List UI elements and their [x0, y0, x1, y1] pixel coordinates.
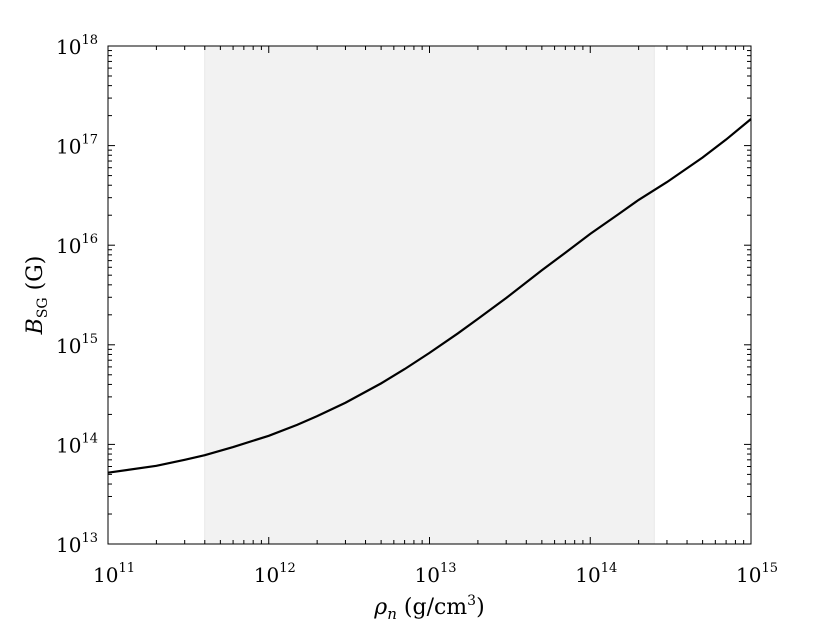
x-tick-label: 1011	[93, 561, 135, 587]
x-tick-label-exponent: 11	[118, 561, 135, 576]
y-tick-label-exponent: 18	[81, 33, 98, 48]
x-axis-subscript: n	[387, 605, 397, 623]
y-tick-label-exponent: 15	[81, 332, 98, 347]
x-axis-symbol: ρ	[373, 595, 387, 620]
y-tick-label: 1017	[56, 133, 98, 159]
x-tick-label-base: 10	[575, 563, 600, 587]
y-tick-label-exponent: 14	[81, 431, 98, 446]
x-tick-label-base: 10	[93, 563, 118, 587]
x-axis-unit-sup: 3	[467, 593, 476, 609]
x-tick-label: 1012	[254, 561, 296, 587]
y-tick-label: 1014	[56, 431, 98, 457]
plot-frame	[107, 45, 752, 545]
y-tick-label-base: 10	[56, 334, 81, 358]
y-axis-subscript: SG	[35, 297, 51, 318]
y-tick-label: 1018	[56, 33, 98, 59]
y-tick-label-base: 10	[56, 433, 81, 457]
y-axis-symbol: B	[23, 318, 48, 335]
y-tick-label: 1016	[56, 232, 98, 258]
x-tick-label-exponent: 13	[440, 561, 457, 576]
x-tick-label-base: 10	[254, 563, 279, 587]
y-tick-label-base: 10	[56, 234, 81, 258]
x-tick-label: 1015	[736, 561, 778, 587]
y-tick-label-exponent: 17	[81, 133, 98, 148]
y-tick-label-base: 10	[56, 35, 81, 59]
y-axis-label: BSG (G)	[23, 256, 51, 336]
x-axis-unit-open: (g/cm	[397, 595, 467, 620]
x-tick-label: 1014	[575, 561, 617, 587]
x-tick-label-exponent: 15	[761, 561, 778, 576]
tick-marks	[107, 45, 752, 545]
y-tick-label-base: 10	[56, 533, 81, 557]
x-tick-label-base: 10	[415, 563, 440, 587]
shaded-region	[204, 45, 655, 545]
series-line	[107, 118, 752, 474]
x-axis-unit-close: )	[476, 595, 485, 620]
y-tick-label-base: 10	[56, 135, 81, 159]
x-axis-label: ρn (g/cm3)	[373, 593, 484, 623]
y-tick-label-exponent: 16	[81, 232, 98, 247]
y-tick-label: 1013	[56, 531, 98, 557]
x-tick-label-base: 10	[736, 563, 761, 587]
y-tick-label: 1015	[56, 332, 98, 358]
x-tick-label-exponent: 12	[279, 561, 296, 576]
y-axis-unit: (G)	[23, 256, 48, 298]
y-tick-label-exponent: 13	[81, 531, 98, 546]
x-tick-labels: 1011 1012 1013 1014 1015	[93, 561, 778, 587]
x-tick-label: 1013	[415, 561, 457, 587]
x-tick-label-exponent: 14	[601, 561, 618, 576]
